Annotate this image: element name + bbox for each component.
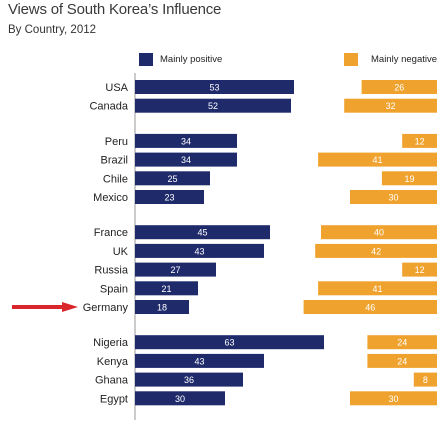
- bar-positive-spain: [135, 281, 198, 296]
- bar-negative-russia: [402, 262, 437, 277]
- value-label-negative-germany: 46: [365, 303, 375, 313]
- category-label-germany: Germany: [83, 302, 129, 314]
- category-label-usa: USA: [105, 82, 128, 94]
- bar-positive-france: [135, 225, 270, 240]
- value-label-negative-spain: 41: [373, 284, 383, 294]
- bar-positive-chile: [135, 171, 210, 186]
- bar-negative-egypt: [350, 391, 437, 406]
- value-label-negative-russia: 12: [415, 265, 425, 275]
- value-label-positive-uk: 43: [194, 246, 204, 256]
- value-label-positive-usa: 53: [209, 83, 219, 93]
- value-label-positive-egypt: 30: [175, 394, 185, 404]
- bar-positive-mexico: [135, 190, 204, 204]
- value-label-positive-peru: 34: [181, 136, 191, 146]
- bar-negative-france: [321, 225, 437, 240]
- value-label-positive-france: 45: [197, 228, 207, 238]
- value-label-negative-france: 40: [374, 228, 384, 238]
- value-label-positive-chile: 25: [167, 174, 177, 184]
- value-label-positive-spain: 21: [161, 284, 171, 294]
- bar-negative-chile: [381, 171, 437, 186]
- bar-positive-ghana: [135, 372, 243, 387]
- category-label-france: France: [94, 227, 128, 239]
- category-label-mexico: Mexico: [93, 192, 128, 204]
- bar-negative-mexico: [350, 190, 437, 204]
- value-label-positive-canada: 52: [208, 101, 218, 111]
- bar-negative-canada: [344, 98, 437, 113]
- chart-title: Views of South Korea’s Influence: [8, 1, 222, 18]
- value-label-negative-canada: 32: [386, 101, 396, 111]
- category-label-ghana: Ghana: [95, 375, 129, 387]
- value-label-positive-mexico: 23: [164, 193, 174, 203]
- legend-label-negative: Mainly negative: [371, 54, 438, 65]
- arrow-icon: [12, 302, 78, 312]
- bar-positive-nigeria: [135, 335, 324, 350]
- bar-negative-uk: [315, 243, 437, 258]
- value-label-negative-ghana: 8: [423, 375, 428, 385]
- category-label-uk: UK: [113, 246, 129, 258]
- value-label-negative-peru: 12: [415, 136, 425, 146]
- bar-negative-ghana: [413, 372, 437, 387]
- value-label-negative-uk: 42: [371, 246, 381, 256]
- category-label-russia: Russia: [94, 265, 129, 277]
- legend-label-positive: Mainly positive: [160, 54, 223, 65]
- chart-subtitle: By Country, 2012: [8, 24, 97, 36]
- value-label-negative-usa: 26: [394, 83, 404, 93]
- legend-swatch-positive: [139, 53, 153, 66]
- category-label-peru: Peru: [105, 136, 128, 148]
- category-label-egypt: Egypt: [100, 393, 128, 405]
- value-label-negative-chile: 19: [404, 174, 414, 184]
- bar-negative-usa: [361, 80, 437, 94]
- category-label-chile: Chile: [103, 173, 128, 185]
- category-label-brazil: Brazil: [100, 155, 128, 167]
- bar-negative-nigeria: [367, 335, 437, 350]
- bar-negative-peru: [402, 133, 437, 148]
- value-label-negative-kenya: 24: [397, 356, 407, 366]
- value-label-positive-russia: 27: [170, 265, 180, 275]
- value-label-positive-germany: 18: [157, 303, 167, 313]
- bar-positive-usa: [135, 80, 294, 94]
- value-label-positive-kenya: 43: [194, 356, 204, 366]
- value-label-positive-nigeria: 63: [224, 338, 234, 348]
- bar-positive-germany: [135, 300, 189, 314]
- bar-negative-kenya: [367, 353, 437, 368]
- value-label-positive-ghana: 36: [184, 375, 194, 385]
- value-label-negative-mexico: 30: [388, 193, 398, 203]
- value-label-negative-brazil: 41: [373, 155, 383, 165]
- bar-negative-brazil: [318, 152, 437, 167]
- bar-positive-kenya: [135, 353, 264, 368]
- bar-positive-canada: [135, 98, 291, 113]
- bar-negative-germany: [303, 300, 437, 314]
- bar-positive-brazil: [135, 152, 237, 167]
- value-label-negative-egypt: 30: [388, 394, 398, 404]
- category-label-spain: Spain: [100, 283, 128, 295]
- bar-positive-peru: [135, 133, 237, 148]
- value-label-negative-nigeria: 24: [397, 338, 407, 348]
- bar-positive-egypt: [135, 391, 225, 406]
- legend-swatch-negative: [344, 53, 358, 66]
- category-label-kenya: Kenya: [97, 356, 129, 368]
- value-label-positive-brazil: 34: [181, 155, 191, 165]
- bar-negative-spain: [318, 281, 437, 296]
- category-label-canada: Canada: [89, 101, 128, 113]
- bar-positive-russia: [135, 262, 216, 277]
- category-label-nigeria: Nigeria: [93, 337, 129, 349]
- bar-positive-uk: [135, 243, 264, 258]
